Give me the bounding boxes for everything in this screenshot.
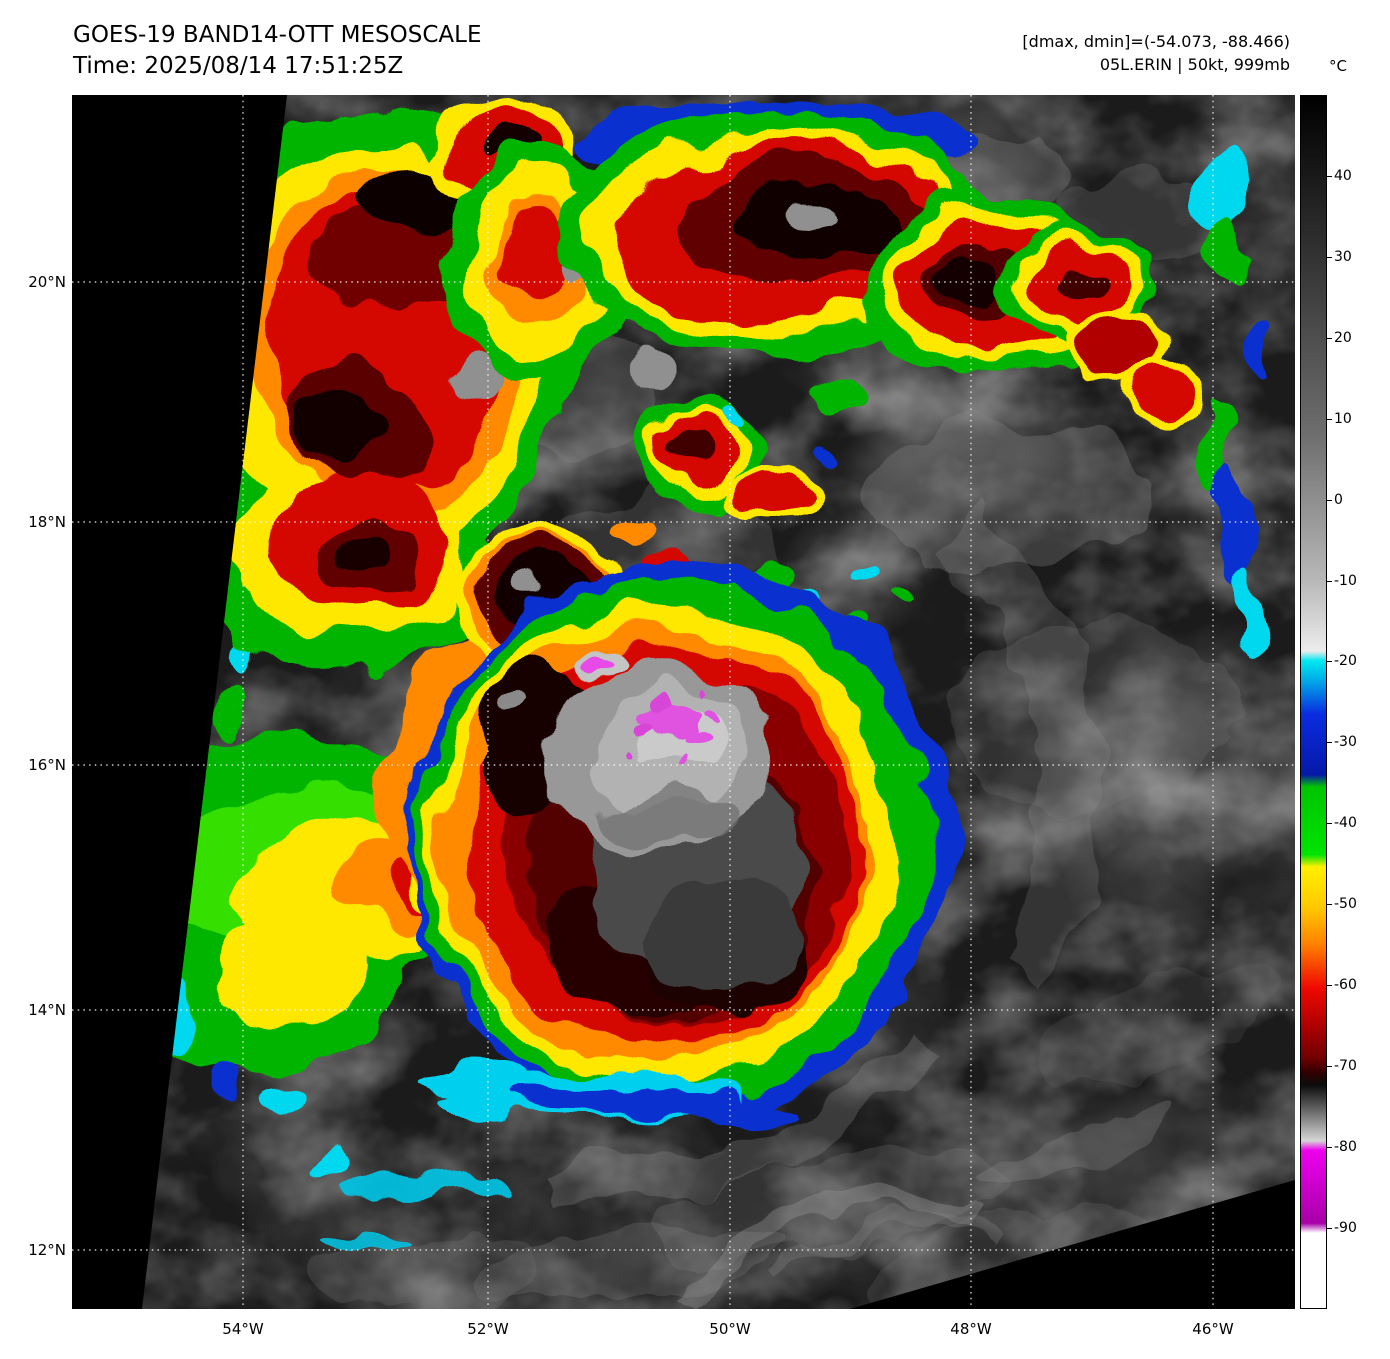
colorbar-tick-label: -20 <box>1326 653 1357 669</box>
colorbar-tick-label: -70 <box>1326 1058 1357 1074</box>
foreground-wisps <box>683 1106 1182 1306</box>
colorbar-tick-label: 10 <box>1326 411 1352 427</box>
hurricane-core <box>408 563 952 1117</box>
lat-label: 14°N <box>28 1001 66 1019</box>
lon-label: 52°W <box>467 1320 509 1338</box>
lon-label: 50°W <box>709 1320 751 1338</box>
dmax-dmin-readout: [dmax, dmin]=(-54.073, -88.466) <box>1022 32 1290 51</box>
magenta-overshoot <box>578 650 720 764</box>
convection-blobs <box>142 103 1269 1245</box>
colorbar-tick-label: -10 <box>1326 573 1357 589</box>
colorbar-gradient <box>1300 95 1327 1309</box>
colorbar-tick-label: 30 <box>1326 249 1352 265</box>
lon-label: 48°W <box>950 1320 992 1338</box>
colorbar-unit-label: °C <box>1329 57 1347 75</box>
satellite-image-svg <box>72 95 1295 1309</box>
colorbar-tick-label: -30 <box>1326 734 1357 750</box>
gray-cloud-bands <box>302 135 1266 1309</box>
figure-title: GOES-19 BAND14-OTT MESOSCALE <box>73 22 482 48</box>
satellite-image: Copyright © 2020-2025 Dapiya <box>72 95 1295 1309</box>
lon-label: 54°W <box>222 1320 264 1338</box>
figure-time: Time: 2025/08/14 17:51:25Z <box>73 53 404 80</box>
colorbar-tick-label: -80 <box>1326 1139 1357 1155</box>
lon-label: 46°W <box>1192 1320 1234 1338</box>
header-info: [dmax, dmin]=(-54.073, -88.466) 05L.ERIN… <box>1022 30 1290 76</box>
colorbar-tick-label: 20 <box>1326 330 1352 346</box>
data-swath <box>142 95 1295 1309</box>
colorbar-tick-label: -50 <box>1326 896 1357 912</box>
colorbar-tick-label: -40 <box>1326 815 1357 831</box>
colorbar-tick-label: 40 <box>1326 168 1352 184</box>
colorbar-tick-label: 0 <box>1326 492 1343 508</box>
lat-label: 12°N <box>28 1241 66 1259</box>
lat-label: 18°N <box>28 513 66 531</box>
lat-label: 20°N <box>28 273 66 291</box>
colorbar-tick-label: -90 <box>1326 1220 1357 1236</box>
storm-info: 05L.ERIN | 50kt, 999mb <box>1099 55 1290 75</box>
title-block: GOES-19 BAND14-OTT MESOSCALE Time: 2025/… <box>73 20 482 82</box>
lat-label: 16°N <box>28 756 66 774</box>
colorbar-tick-label: -60 <box>1326 977 1357 993</box>
